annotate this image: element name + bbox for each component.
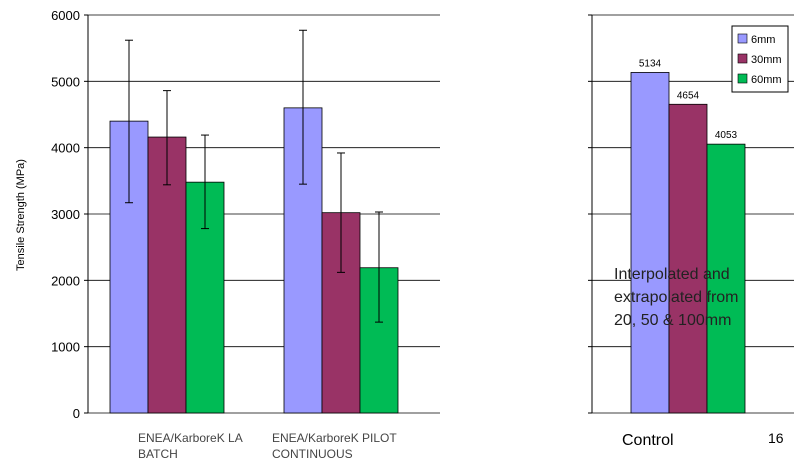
left-chart-y-tick-labels: 0 1000 2000 3000 4000 5000 6000 [51, 8, 88, 421]
legend-label-60mm: 60mm [751, 74, 782, 86]
control-bar-60mm [706, 143, 746, 414]
right-chart-data-labels: 5134 4654 4053 [639, 58, 738, 141]
left-chart-category-labels: ENEA/KarboreK LA BATCH ENEA/KarboreK PILOT… [138, 431, 397, 461]
legend-label-30mm: 30mm [751, 54, 782, 66]
y-tick-label: 4000 [51, 141, 80, 156]
legend-swatch-6mm [737, 33, 748, 44]
y-tick-label: 5000 [51, 74, 80, 89]
right-chart-bars [630, 72, 746, 414]
data-label-30mm: 4654 [677, 90, 700, 101]
category-label-1-line1: CONTINUOUS [272, 447, 353, 461]
y-tick-label: 3000 [51, 207, 80, 222]
category-label-0-line0: ENEA/KarboreK LA [138, 431, 243, 445]
data-label-60mm: 4053 [715, 130, 738, 141]
left-chart-bars [109, 107, 399, 414]
legend-label-6mm: 6mm [751, 34, 775, 46]
y-tick-label: 1000 [51, 340, 80, 355]
y-tick-label: 0 [73, 406, 80, 421]
interpolation-note-line3: 20, 50 & 100mm [614, 312, 731, 329]
left-chart-error-bars [125, 29, 383, 323]
y-tick-label: 6000 [51, 8, 80, 23]
control-bar-6mm [630, 72, 670, 414]
y-axis-title: Tensile Strength (MPa) [15, 159, 27, 271]
legend-swatch-60mm [737, 73, 748, 84]
y-tick-label: 2000 [51, 273, 80, 288]
control-bar-30mm [668, 103, 708, 414]
category-label-0-line1: BATCH [138, 447, 178, 461]
interpolation-note-line1: Interpolated and [614, 266, 730, 283]
data-label-6mm: 5134 [639, 58, 662, 69]
interpolation-note-line2: extrapolated from [614, 289, 739, 306]
legend-swatch-30mm [737, 53, 748, 64]
legend: 6mm 30mm 60mm [731, 25, 789, 93]
page-number: 16 [768, 430, 784, 446]
category-label-1-line0: ENEA/KarboreK PILOT [272, 431, 397, 445]
category-label-control: Control [622, 432, 674, 449]
